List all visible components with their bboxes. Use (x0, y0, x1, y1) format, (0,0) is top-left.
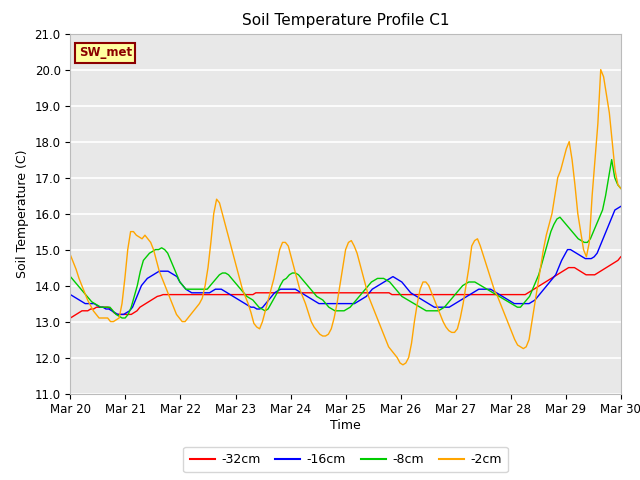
Legend: -32cm, -16cm, -8cm, -2cm: -32cm, -16cm, -8cm, -2cm (184, 447, 508, 472)
Y-axis label: Soil Temperature (C): Soil Temperature (C) (16, 149, 29, 278)
Title: Soil Temperature Profile C1: Soil Temperature Profile C1 (242, 13, 449, 28)
X-axis label: Time: Time (330, 419, 361, 432)
Text: SW_met: SW_met (79, 46, 132, 59)
